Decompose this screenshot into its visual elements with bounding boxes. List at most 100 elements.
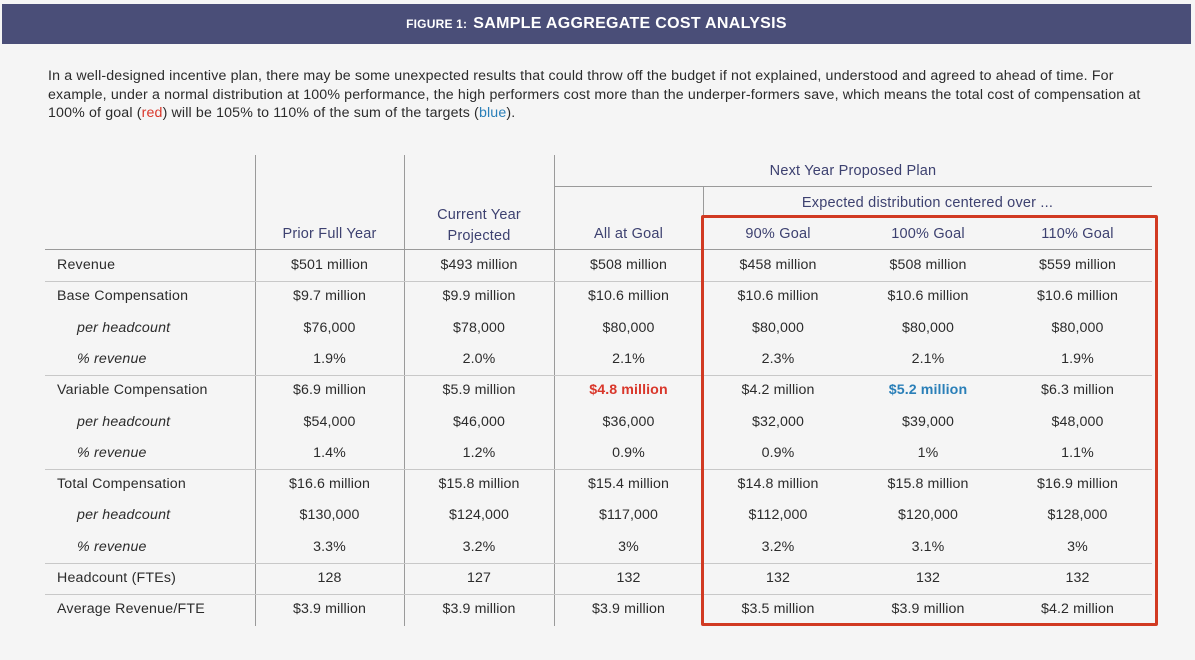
- intro-red-word: red: [141, 105, 163, 121]
- intro-text-3: ).: [506, 105, 516, 121]
- table-cell: $10.6 million: [887, 288, 969, 305]
- row-label: per headcount: [77, 319, 171, 336]
- table-cell: 3.2%: [761, 538, 795, 555]
- table-cell: $10.6 million: [737, 288, 819, 305]
- table-cell: $9.9 million: [442, 288, 516, 305]
- table-cell: $6.3 million: [1041, 382, 1114, 399]
- table-cell: $559 million: [1039, 257, 1116, 273]
- header-expected-distribution: Expected distribution centered over ...: [801, 195, 1054, 211]
- table-cell: $16.9 million: [1037, 476, 1118, 493]
- table-cell: 0.9%: [761, 444, 795, 461]
- table-cell: $458 million: [739, 257, 817, 273]
- table-cell: 3.2%: [462, 538, 496, 555]
- col-header-110-goal: 110% Goal: [1041, 226, 1114, 242]
- table-cell: $501 million: [291, 257, 368, 273]
- highlight-box-expected-distribution: [701, 215, 1158, 626]
- table-cell: 1.9%: [1061, 350, 1094, 367]
- table-cell: $124,000: [449, 507, 509, 524]
- table-cell: $9.7 million: [293, 288, 366, 305]
- table-cell: $128,000: [1047, 507, 1108, 524]
- table-cell: 127: [467, 570, 491, 586]
- header-next-year: Next Year Proposed Plan: [769, 163, 937, 179]
- table-cell: 2.1%: [911, 350, 945, 367]
- table-cell: $80,000: [602, 319, 655, 336]
- divider-h-header: [45, 249, 1152, 250]
- intro-blue-word: blue: [478, 105, 507, 121]
- table-cell: 132: [1065, 570, 1090, 586]
- table-cell: $3.9 million: [592, 601, 665, 618]
- divider-v-3: [554, 155, 555, 626]
- table-cell: $4.2 million: [1041, 601, 1114, 618]
- table-cell: $16.6 million: [289, 476, 370, 493]
- table-cell: $508 million: [590, 257, 667, 273]
- row-separator: [45, 563, 1152, 564]
- table-cell: $508 million: [889, 257, 967, 273]
- table-cell: $15.4 million: [588, 476, 669, 493]
- col-header-90-goal: 90% Goal: [745, 226, 811, 242]
- col-header-all-at-goal: All at Goal: [593, 226, 664, 242]
- col-header-100-goal: 100% Goal: [891, 226, 965, 242]
- row-separator: [45, 469, 1152, 470]
- intro-text-2: ) will be 105% to 110% of the sum of the…: [162, 105, 479, 121]
- row-label: Headcount (FTEs): [57, 570, 177, 586]
- table-cell: 132: [766, 570, 790, 586]
- table-cell: $76,000: [303, 319, 356, 336]
- row-separator: [45, 375, 1152, 376]
- col-header-current-year-projected: Current Year Projected: [437, 207, 521, 244]
- table-cell: $10.6 million: [588, 288, 669, 305]
- divider-h-next-year: [554, 186, 1152, 187]
- table-cell: $80,000: [752, 319, 804, 336]
- table-cell: 2.0%: [462, 350, 496, 367]
- table-cell: 3%: [618, 538, 639, 555]
- row-label: Variable Compensation: [57, 382, 208, 399]
- row-label: Total Compensation: [57, 476, 186, 493]
- table-cell: $493 million: [440, 257, 518, 273]
- divider-v-1: [255, 155, 256, 626]
- row-separator: [45, 281, 1152, 282]
- table-cell: $46,000: [453, 413, 505, 430]
- table-cell: $3.9 million: [293, 601, 366, 618]
- table-cell: $130,000: [299, 507, 360, 524]
- table-cell: $15.8 million: [887, 476, 969, 493]
- table-cell: $4.2 million: [741, 382, 815, 399]
- row-label: Revenue: [57, 257, 116, 273]
- table-cell: $78,000: [453, 319, 505, 336]
- table-cell: $36,000: [602, 413, 655, 430]
- divider-v-4: [703, 187, 704, 217]
- intro-paragraph: In a well-designed incentive plan, there…: [48, 67, 1158, 123]
- table-cell: $3.5 million: [741, 601, 815, 618]
- table-cell: $3.9 million: [442, 601, 516, 618]
- row-label: % revenue: [77, 350, 147, 367]
- table-cell: $112,000: [748, 507, 808, 524]
- table-cell: 1%: [917, 444, 939, 461]
- table-cell: 3%: [1067, 538, 1088, 555]
- table-cell: $54,000: [303, 413, 356, 430]
- table-cell: 128: [317, 570, 342, 586]
- row-separator: [45, 594, 1152, 595]
- table-cell: 132: [616, 570, 641, 586]
- table-cell: 132: [916, 570, 940, 586]
- figure-label: FIGURE 1:: [406, 17, 468, 31]
- table-cell: $14.8 million: [737, 476, 819, 493]
- table-cell: 2.1%: [612, 350, 645, 367]
- row-label: per headcount: [77, 413, 171, 430]
- table-cell: 3.1%: [911, 538, 945, 555]
- table-cell: $39,000: [902, 413, 954, 430]
- table-cell: $4.8 million: [589, 382, 668, 399]
- table-cell: $80,000: [902, 319, 954, 336]
- table-cell: $48,000: [1051, 413, 1104, 430]
- table-cell: $10.6 million: [1037, 288, 1118, 305]
- row-label: per headcount: [77, 507, 171, 524]
- table-cell: 1.4%: [313, 444, 346, 461]
- table-cell: $120,000: [898, 507, 958, 524]
- figure-title: SAMPLE AGGREGATE COST ANALYSIS: [473, 15, 787, 32]
- table-cell: 1.9%: [313, 350, 346, 367]
- row-label: % revenue: [77, 444, 147, 461]
- divider-v-2: [404, 155, 405, 626]
- intro-text-1: In a well-designed incentive plan, there…: [48, 68, 1141, 121]
- table-cell: 1.1%: [1061, 444, 1094, 461]
- table-cell: $32,000: [752, 413, 804, 430]
- table-cell: $6.9 million: [293, 382, 366, 399]
- table-cell: 2.3%: [761, 350, 795, 367]
